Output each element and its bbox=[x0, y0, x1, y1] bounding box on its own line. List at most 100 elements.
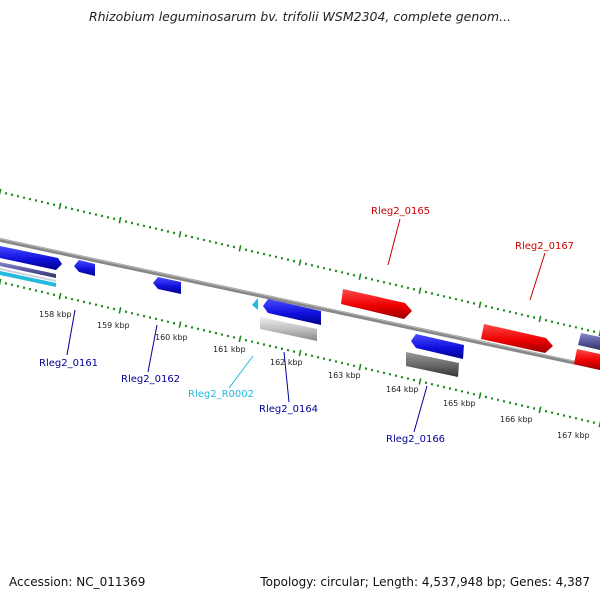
minor-tick bbox=[322, 266, 326, 270]
gene-rleg2-0164-pseudo[interactable] bbox=[260, 317, 317, 341]
gene-label-rleg2-0165[interactable]: Rleg2_0165 bbox=[371, 206, 430, 217]
minor-tick bbox=[448, 387, 452, 390]
minor-tick bbox=[484, 395, 488, 399]
gene-label-rleg2-0162[interactable]: Rleg2_0162 bbox=[121, 374, 180, 385]
minor-tick bbox=[370, 368, 374, 372]
minor-tick bbox=[94, 303, 98, 307]
minor-tick bbox=[148, 225, 152, 229]
minor-tick bbox=[550, 411, 554, 414]
minor-tick bbox=[154, 317, 158, 321]
minor-tick bbox=[208, 330, 212, 334]
minor-tick bbox=[10, 283, 14, 287]
gene-rleg2-0167-arrow[interactable] bbox=[481, 324, 553, 353]
minor-tick bbox=[106, 306, 110, 309]
gene-left-cluster[interactable] bbox=[0, 246, 62, 287]
minor-tick bbox=[250, 249, 254, 253]
minor-tick bbox=[466, 391, 470, 395]
minor-tick bbox=[166, 320, 170, 324]
minor-tick bbox=[502, 309, 506, 312]
minor-tick bbox=[364, 276, 368, 280]
minor-tick bbox=[16, 194, 20, 198]
minor-tick bbox=[136, 313, 140, 316]
minor-tick bbox=[220, 242, 224, 246]
gene-rleg2-0165-arrow[interactable] bbox=[341, 289, 412, 319]
major-tick bbox=[58, 292, 62, 300]
minor-tick bbox=[130, 221, 134, 225]
gene-rleg2-0164-arrow[interactable] bbox=[263, 299, 321, 325]
minor-tick bbox=[22, 286, 26, 290]
minor-tick bbox=[286, 348, 290, 352]
minor-tick bbox=[268, 344, 272, 348]
minor-tick bbox=[592, 330, 596, 333]
ruler-label: 165 kbp bbox=[443, 399, 476, 408]
minor-tick bbox=[586, 419, 590, 423]
minor-tick bbox=[472, 302, 476, 305]
minor-tick bbox=[454, 297, 458, 301]
minor-tick bbox=[82, 300, 86, 304]
minor-tick bbox=[334, 269, 338, 273]
major-tick bbox=[358, 273, 362, 280]
minor-tick bbox=[532, 316, 536, 319]
minor-tick bbox=[376, 370, 380, 373]
minor-tick bbox=[4, 192, 8, 195]
gene-rleg2-0162-arrow[interactable] bbox=[153, 277, 181, 294]
gene-right-purple[interactable] bbox=[578, 333, 600, 350]
major-tick bbox=[118, 307, 122, 314]
minor-tick bbox=[508, 401, 512, 405]
major-tick bbox=[178, 231, 182, 238]
minor-tick bbox=[226, 334, 230, 338]
minor-tick bbox=[496, 307, 500, 311]
minor-tick bbox=[142, 314, 146, 318]
gene-rleg2-0161-arrow[interactable] bbox=[74, 260, 95, 276]
minor-tick bbox=[442, 295, 446, 298]
minor-tick bbox=[28, 197, 32, 201]
minor-tick bbox=[574, 326, 578, 329]
minor-tick bbox=[586, 328, 590, 332]
gene-rleg2-0166-pseudo[interactable] bbox=[406, 352, 459, 377]
minor-tick bbox=[472, 392, 476, 396]
major-tick bbox=[478, 301, 482, 309]
minor-tick bbox=[460, 299, 464, 302]
ruler-label: 162 kbp bbox=[270, 358, 303, 367]
gene-rleg2-r0002-arrow[interactable] bbox=[252, 298, 258, 310]
minor-tick bbox=[154, 227, 158, 230]
minor-tick bbox=[514, 402, 518, 406]
minor-tick bbox=[442, 385, 446, 389]
minor-tick bbox=[34, 199, 38, 202]
minor-tick bbox=[508, 310, 512, 314]
gene-label-rleg2-r0002[interactable]: Rleg2_R0002 bbox=[188, 389, 254, 400]
minor-tick bbox=[424, 290, 428, 294]
minor-tick bbox=[160, 228, 164, 232]
map-title: Rhizobium leguminosarum bv. trifolii WSM… bbox=[88, 9, 512, 24]
minor-tick bbox=[262, 252, 266, 256]
minor-tick bbox=[76, 209, 80, 212]
minor-tick bbox=[376, 279, 380, 283]
minor-tick bbox=[526, 314, 530, 318]
minor-tick bbox=[274, 255, 278, 259]
ruler-label: 166 kbp bbox=[500, 415, 533, 424]
gene-label-rleg2-0161[interactable]: Rleg2_0161 bbox=[39, 358, 98, 369]
major-tick bbox=[238, 335, 242, 343]
gene-label-rleg2-0166[interactable]: Rleg2_0166 bbox=[386, 434, 445, 445]
minor-tick bbox=[448, 296, 452, 300]
minor-tick bbox=[214, 241, 218, 245]
minor-tick bbox=[304, 353, 308, 356]
minor-tick bbox=[316, 355, 320, 359]
minor-tick bbox=[580, 418, 584, 422]
minor-tick bbox=[34, 289, 38, 292]
gene-right-red[interactable] bbox=[574, 349, 600, 370]
gene-label-rleg2-0164[interactable]: Rleg2_0164 bbox=[259, 404, 318, 415]
minor-tick bbox=[292, 350, 296, 353]
minor-tick bbox=[274, 345, 278, 349]
minor-tick bbox=[556, 412, 560, 416]
gene-rleg2-0166-arrow[interactable] bbox=[411, 334, 464, 359]
minor-tick bbox=[400, 375, 404, 379]
minor-tick bbox=[100, 304, 104, 308]
minor-tick bbox=[220, 333, 224, 336]
minor-tick bbox=[208, 240, 212, 243]
minor-tick bbox=[244, 248, 248, 252]
minor-tick bbox=[382, 280, 386, 284]
minor-tick bbox=[364, 367, 368, 370]
gene-label-rleg2-0167[interactable]: Rleg2_0167 bbox=[515, 241, 574, 252]
